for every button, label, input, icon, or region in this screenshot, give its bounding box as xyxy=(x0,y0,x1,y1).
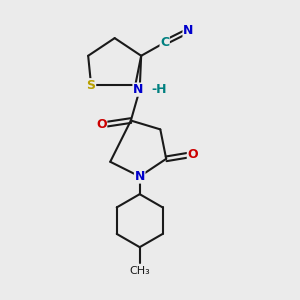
Text: CH₃: CH₃ xyxy=(129,266,150,276)
Text: C: C xyxy=(160,36,169,49)
Text: -H: -H xyxy=(151,83,167,96)
Text: O: O xyxy=(96,118,107,131)
Text: O: O xyxy=(188,148,198,161)
Text: N: N xyxy=(183,24,194,37)
Text: N: N xyxy=(133,83,143,96)
Text: N: N xyxy=(134,170,145,183)
Text: S: S xyxy=(87,79,96,92)
